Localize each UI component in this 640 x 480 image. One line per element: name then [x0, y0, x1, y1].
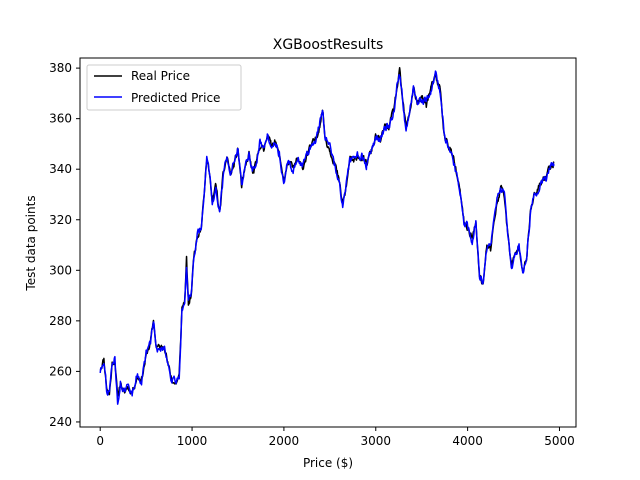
legend-label-predicted-price: Predicted Price	[131, 91, 220, 105]
legend-box	[86, 64, 242, 111]
legend-label-real-price: Real Price	[131, 69, 190, 83]
y-tick-label: 260	[49, 364, 72, 378]
legend: Real Price Predicted Price	[86, 64, 242, 111]
x-axis-ticks: 0 1000 2000 3000 4000 5000	[96, 427, 575, 448]
y-tick-label: 360	[49, 112, 72, 126]
chart-title: XGBoostResults	[273, 37, 384, 53]
y-tick-label: 380	[49, 61, 72, 75]
series-line-predicted-price	[99, 70, 555, 405]
y-axis-label: Test data points	[24, 195, 38, 291]
axes-frame	[79, 57, 577, 428]
x-tick-label: 4000	[452, 434, 483, 448]
y-tick-label: 320	[49, 213, 72, 227]
x-tick-label: 0	[96, 434, 104, 448]
series-layer	[99, 66, 555, 405]
y-tick-label: 300	[49, 263, 72, 277]
x-axis-label: Price ($)	[303, 456, 353, 470]
x-tick-label: 5000	[544, 434, 575, 448]
y-tick-label: 240	[49, 415, 72, 429]
x-tick-label: 3000	[360, 434, 391, 448]
y-tick-label: 280	[49, 314, 72, 328]
x-tick-label: 2000	[269, 434, 300, 448]
y-tick-label: 340	[49, 162, 72, 176]
x-tick-label: 1000	[177, 434, 208, 448]
plot-area	[79, 57, 577, 428]
y-axis-ticks: 240 260 280 300 320 340 360 380	[49, 61, 80, 429]
